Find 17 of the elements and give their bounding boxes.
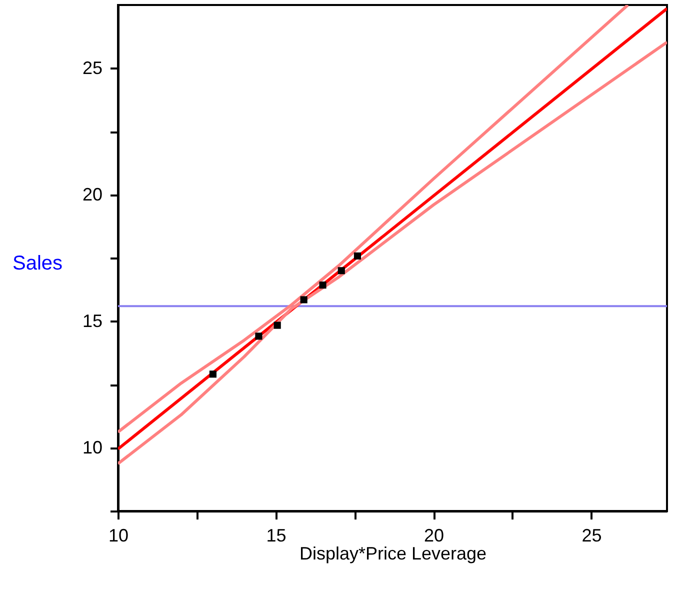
x-tick-label: 10 bbox=[108, 526, 129, 546]
point bbox=[319, 282, 326, 289]
point bbox=[354, 252, 362, 260]
y-tick-label: 15 bbox=[82, 310, 102, 331]
point bbox=[255, 332, 262, 340]
point bbox=[338, 267, 345, 274]
y-tick-label: 25 bbox=[82, 58, 102, 78]
y-tick-label: 10 bbox=[82, 437, 102, 458]
point bbox=[274, 322, 281, 329]
y-tick-label: 20 bbox=[82, 184, 102, 204]
y-axis-title: Sales bbox=[12, 252, 63, 275]
x-axis-title: Display*Price Leverage bbox=[299, 544, 487, 564]
x-tick-label: 20 bbox=[424, 526, 444, 546]
x-tick-label: 25 bbox=[582, 526, 602, 546]
point bbox=[300, 296, 308, 304]
point bbox=[209, 370, 217, 378]
x-tick-label: 15 bbox=[266, 526, 286, 546]
